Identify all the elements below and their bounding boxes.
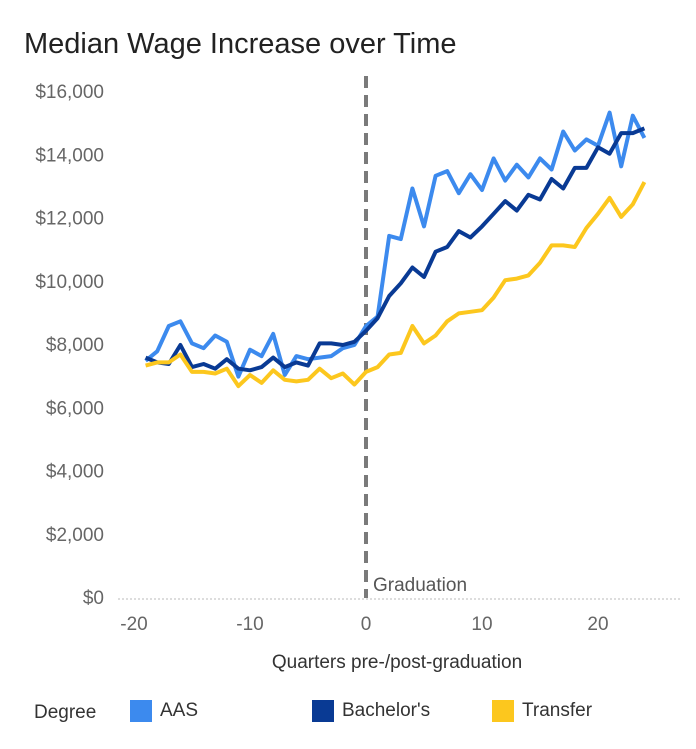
y-tick-label: $10,000 — [35, 272, 104, 293]
legend-swatch — [312, 700, 334, 722]
y-tick-label: $12,000 — [35, 209, 104, 230]
legend-item: Bachelor's — [312, 700, 430, 722]
series-line-bachelor-s — [144, 126, 646, 373]
y-tick-label: $4,000 — [46, 462, 104, 483]
legend-swatch — [492, 700, 514, 722]
y-tick-label: $14,000 — [35, 145, 104, 166]
x-tick-label: 20 — [587, 614, 608, 635]
chart-title: Median Wage Increase over Time — [24, 28, 457, 60]
legend-label: Transfer — [522, 700, 593, 721]
series-line-transfer — [145, 181, 647, 389]
legend-swatch — [130, 700, 152, 722]
y-tick-label: $6,000 — [46, 398, 104, 419]
y-tick-label: $8,000 — [46, 335, 104, 356]
series-line-aas — [144, 110, 647, 379]
y-tick-label: $0 — [83, 588, 104, 609]
legend-label: AAS — [160, 700, 199, 721]
x-tick-label: -20 — [120, 614, 147, 635]
x-tick-label: 10 — [471, 614, 492, 635]
y-tick-label: $2,000 — [46, 525, 104, 546]
legend-item: AAS — [130, 700, 198, 722]
y-tick-label: $16,000 — [35, 82, 104, 103]
graduation-label: Graduation — [373, 575, 467, 596]
legend-item: Transfer — [492, 700, 592, 722]
legend: Degree AAS Bachelor's Transfer — [34, 700, 674, 726]
legend-label: Bachelor's — [342, 700, 431, 721]
line-chart: $0 $2,000 $4,000 $6,000 $8,000 $10,000 $12,000… — [35, 76, 680, 673]
x-axis-title: Quarters pre-/post-graduation — [272, 652, 522, 673]
x-tick-label: 0 — [361, 614, 372, 635]
x-tick-label: -10 — [236, 614, 263, 635]
legend-title: Degree — [34, 702, 97, 723]
